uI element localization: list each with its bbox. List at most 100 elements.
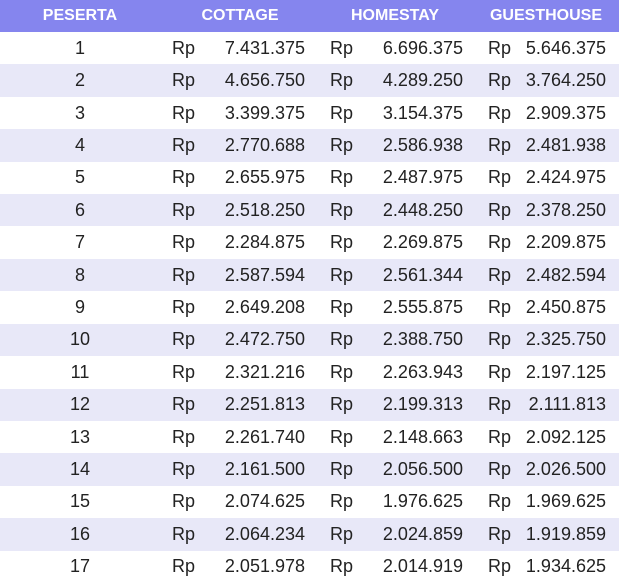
participant-number: 10 (69, 329, 91, 350)
currency: Rp (330, 199, 354, 220)
table-row: 14 Rp 2.161.500 Rp 2.056.500 Rp 2.026.500 (0, 453, 619, 486)
price: 2.518.250 (224, 199, 305, 220)
price: 2.448.250 (382, 199, 463, 220)
currency: Rp (488, 167, 512, 188)
table-row: 15 Rp 2.074.625 Rp 1.976.625 Rp 1.969.625 (0, 486, 619, 518)
participant-number: 1 (74, 37, 85, 58)
price: 2.561.344 (382, 264, 463, 285)
price: 2.655.975 (224, 167, 305, 188)
currency: Rp (330, 459, 354, 480)
price: 2.074.625 (224, 491, 305, 512)
price: 2.056.500 (382, 459, 463, 480)
price: 7.431.375 (224, 37, 305, 58)
currency: Rp (172, 199, 196, 220)
currency: Rp (330, 329, 354, 350)
currency: Rp (488, 134, 512, 155)
price: 2.014.919 (382, 556, 463, 577)
currency: Rp (172, 361, 196, 382)
price: 6.696.375 (382, 37, 463, 58)
participant-number: 14 (69, 459, 91, 480)
header-row: PESERTA COTTAGE HOMESTAY GUESTHOUSE (0, 0, 619, 32)
participant-number: 15 (69, 491, 91, 512)
participant-number: 12 (69, 394, 91, 415)
currency: Rp (488, 264, 512, 285)
currency: Rp (330, 361, 354, 382)
price: 5.646.375 (525, 37, 606, 58)
price: 2.587.594 (224, 264, 305, 285)
currency: Rp (330, 296, 354, 317)
participant-number: 16 (69, 523, 91, 544)
currency: Rp (172, 134, 196, 155)
price: 2.472.750 (224, 329, 305, 350)
currency: Rp (330, 102, 354, 123)
currency: Rp (330, 394, 354, 415)
price: 3.399.375 (224, 102, 305, 123)
participant-number: 6 (74, 199, 85, 220)
table-row: 17 Rp 2.051.978 Rp 2.014.919 Rp 1.934.625 (0, 551, 619, 583)
currency: Rp (172, 296, 196, 317)
currency: Rp (488, 102, 512, 123)
currency: Rp (330, 134, 354, 155)
price: 2.481.938 (525, 134, 606, 155)
currency: Rp (330, 426, 354, 447)
price: 2.251.813 (224, 394, 305, 415)
participant-number: 8 (74, 264, 85, 285)
table-row: 4 Rp 2.770.688 Rp 2.586.938 Rp 2.481.938 (0, 129, 619, 162)
currency: Rp (330, 491, 354, 512)
price: 4.289.250 (382, 70, 463, 91)
price: 1.934.625 (525, 556, 606, 577)
price: 2.092.125 (525, 426, 606, 447)
currency: Rp (488, 361, 512, 382)
table-row: 5 Rp 2.655.975 Rp 2.487.975 Rp 2.424.975 (0, 162, 619, 194)
currency: Rp (330, 70, 354, 91)
price: 3.764.250 (525, 70, 606, 91)
price: 2.024.859 (382, 523, 463, 544)
currency: Rp (488, 296, 512, 317)
participant-number: 17 (69, 556, 91, 577)
currency: Rp (488, 523, 512, 544)
header-cell: HOMESTAY (350, 7, 439, 24)
currency: Rp (172, 556, 196, 577)
currency: Rp (488, 491, 512, 512)
participant-number: 13 (69, 426, 91, 447)
participant-number: 4 (74, 134, 85, 155)
table-row: 2 Rp 4.656.750 Rp 4.289.250 Rp 3.764.250 (0, 64, 619, 97)
price: 1.976.625 (382, 491, 463, 512)
participant-number: 11 (70, 361, 90, 382)
participant-number: 2 (74, 70, 85, 91)
currency: Rp (330, 523, 354, 544)
price: 2.026.500 (525, 459, 606, 480)
currency: Rp (488, 394, 512, 415)
price: 2.450.875 (525, 296, 606, 317)
price: 2.649.208 (224, 296, 305, 317)
table-row: 1 Rp 7.431.375 Rp 6.696.375 Rp 5.646.375 (0, 32, 619, 64)
participant-number: 5 (74, 167, 85, 188)
price: 2.051.978 (224, 556, 305, 577)
price: 1.969.625 (525, 491, 606, 512)
table-row: 16 Rp 2.064.234 Rp 2.024.859 Rp 1.919.859 (0, 518, 619, 551)
currency: Rp (330, 37, 354, 58)
price: 2.161.500 (224, 459, 305, 480)
currency: Rp (488, 556, 512, 577)
price: 2.586.938 (382, 134, 463, 155)
price: 2.770.688 (224, 134, 305, 155)
price: 2.424.975 (525, 167, 606, 188)
price: 2.555.875 (382, 296, 463, 317)
table-row: 6 Rp 2.518.250 Rp 2.448.250 Rp 2.378.250 (0, 194, 619, 227)
price: 2.482.594 (525, 264, 606, 285)
currency: Rp (488, 70, 512, 91)
price: 2.284.875 (224, 232, 305, 253)
price: 2.909.375 (525, 102, 606, 123)
currency: Rp (172, 394, 196, 415)
currency: Rp (172, 37, 196, 58)
header-cell: COTTAGE (201, 7, 279, 24)
table-row: 9 Rp 2.649.208 Rp 2.555.875 Rp 2.450.875 (0, 291, 619, 323)
table-row: 13 Rp 2.261.740 Rp 2.148.663 Rp 2.092.125 (0, 421, 619, 453)
price: 2.388.750 (382, 329, 463, 350)
currency: Rp (488, 232, 512, 253)
participant-number: 9 (74, 296, 85, 317)
price: 2.111.813 (528, 394, 606, 415)
price: 2.378.250 (525, 199, 606, 220)
currency: Rp (172, 167, 196, 188)
